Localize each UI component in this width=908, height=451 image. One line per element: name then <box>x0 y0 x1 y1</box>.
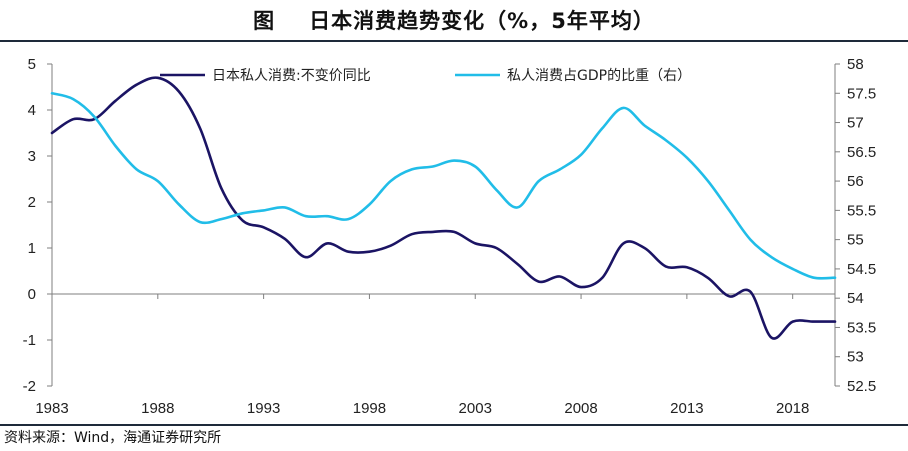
y-left-tick-label: 3 <box>28 148 36 165</box>
y-right-tick-label: 55.5 <box>847 202 876 219</box>
y-left-tick-label: 2 <box>28 194 36 211</box>
x-tick-label: 2008 <box>564 400 597 417</box>
source-rule <box>0 424 908 426</box>
chart-title-text: 日本消费趋势变化（%，5年平均） <box>309 9 655 33</box>
x-tick-label: 1998 <box>353 400 386 417</box>
series-line-1 <box>50 76 837 340</box>
y-left-tick-label: 0 <box>28 286 36 303</box>
figure-label: 图 <box>253 9 276 33</box>
x-tick-label: 2003 <box>459 400 492 417</box>
y-right-tick-label: 52.5 <box>847 378 876 395</box>
y-right-tick-label: 58 <box>847 56 864 73</box>
y-left-tick-label: 5 <box>28 56 36 73</box>
x-tick-label: 1993 <box>247 400 280 417</box>
x-tick-label: 2018 <box>776 400 809 417</box>
legend-label-1: 日本私人消费:不变价同比 <box>212 68 371 84</box>
y-right-tick-label: 55 <box>847 232 864 249</box>
series-line-2 <box>50 92 837 280</box>
chart-title: 图 日本消费趋势变化（%，5年平均） <box>0 0 908 40</box>
y-right-tick-label: 57.5 <box>847 85 876 102</box>
x-tick-label: 1983 <box>35 400 68 417</box>
y-right-tick-label: 54 <box>847 290 864 307</box>
y-left-tick-label: -1 <box>23 332 36 349</box>
y-right-tick-label: 57 <box>847 115 864 132</box>
y-right-tick-label: 56 <box>847 173 864 190</box>
y-left-tick-label: 4 <box>28 102 36 119</box>
x-tick-label: 1988 <box>141 400 174 417</box>
y-left-tick-label: -2 <box>23 378 36 395</box>
y-right-tick-label: 56.5 <box>847 144 876 161</box>
source-note: 资料来源：Wind，海通证券研究所 <box>4 430 222 446</box>
y-right-tick-label: 53.5 <box>847 319 876 336</box>
x-tick-label: 2013 <box>670 400 703 417</box>
title-rule <box>0 40 908 42</box>
y-right-tick-label: 53 <box>847 349 864 366</box>
y-left-tick-label: 1 <box>28 240 36 257</box>
y-right-tick-label: 54.5 <box>847 261 876 278</box>
legend-label-2: 私人消费占GDP的比重（右） <box>507 68 691 84</box>
